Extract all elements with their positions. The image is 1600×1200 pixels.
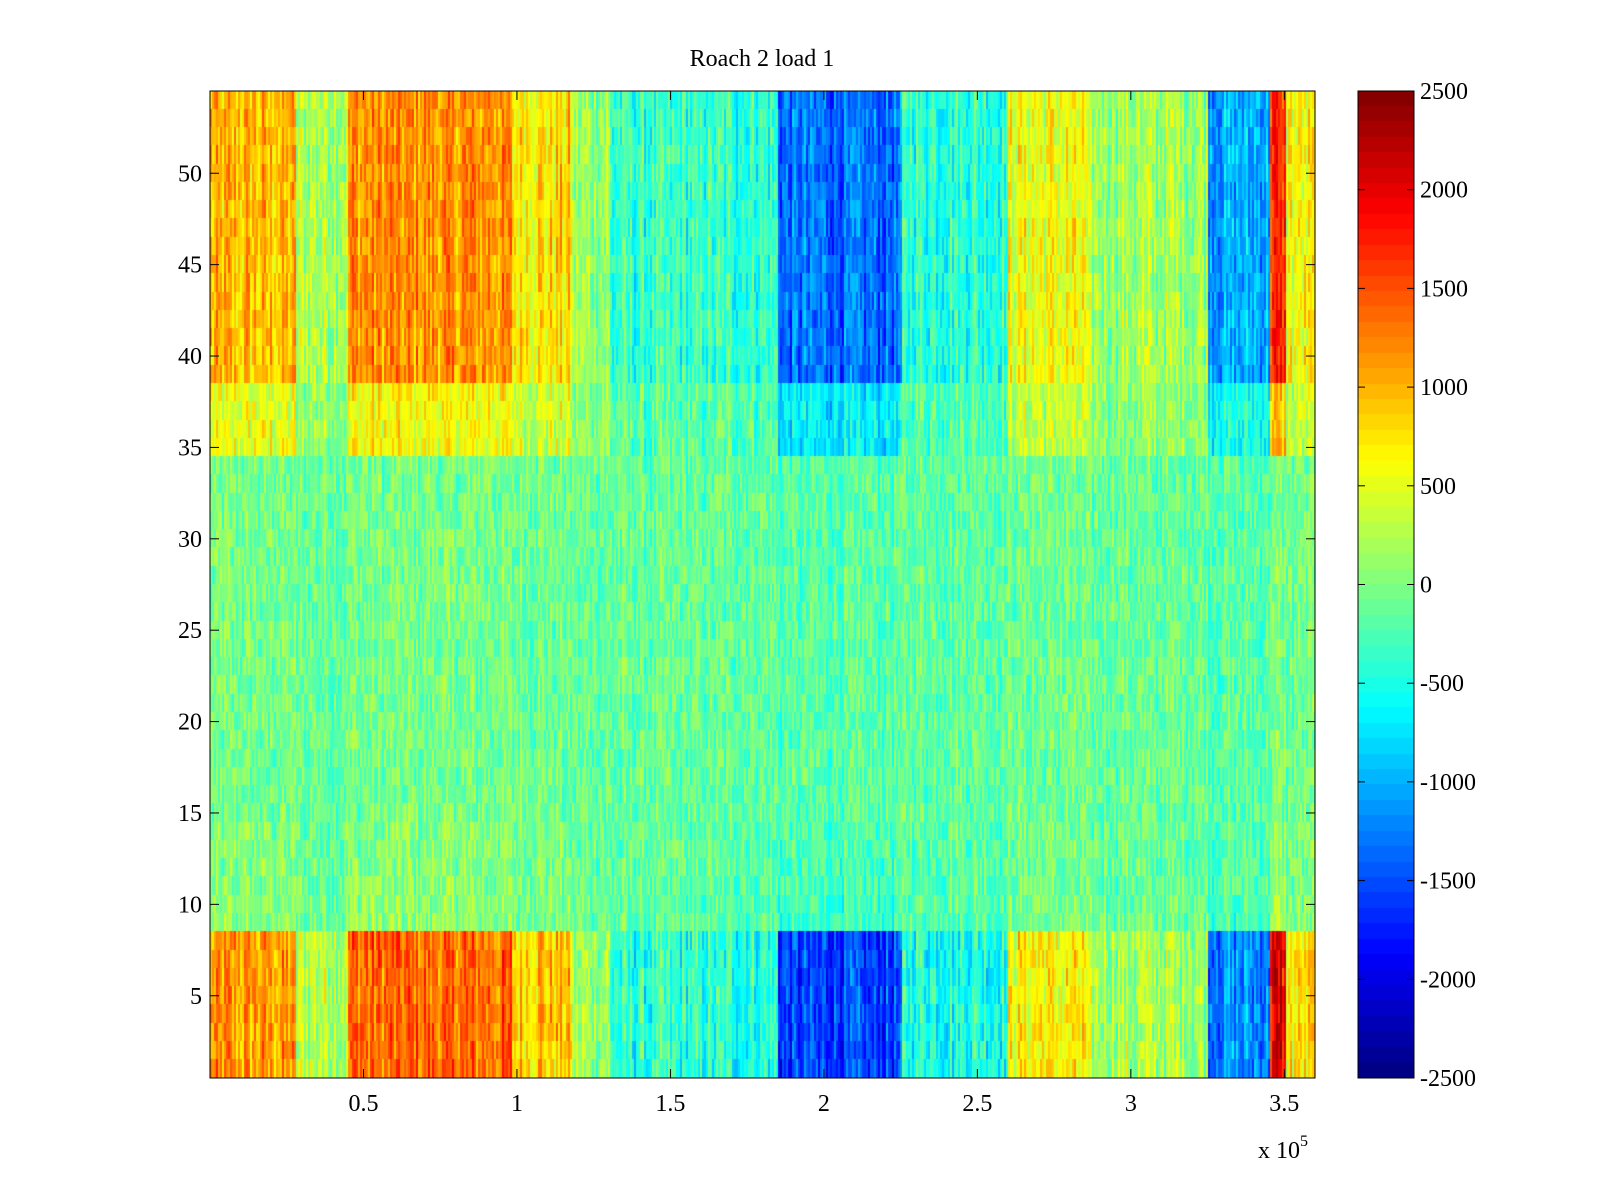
x-multiplier-base: x 10 [1258,1138,1300,1164]
x-tick-label: 2.5 [962,1091,992,1117]
colorbar-tick-label: -2000 [1420,967,1476,993]
y-tick-label: 15 [178,801,202,827]
x-axis-multiplier: x 105 [1258,1133,1308,1164]
x-axis-ticks: 0.5 1 1.5 2 2.5 3 3.5 [348,91,1299,1117]
colorbar-tick-label: 500 [1420,474,1456,500]
colorbar-frame [1357,90,1415,1079]
y-tick-label: 25 [178,618,202,644]
colorbar-tick-label: 2500 [1420,79,1468,105]
y-tick-label: 50 [178,161,202,187]
y-tick-label: 30 [178,527,202,553]
colorbar-ticks: 2500 2000 1500 1000 500 0 -500 -1000 -1500 -2000 -… [1358,79,1476,1092]
colorbar-tick-label: -2500 [1420,1066,1476,1092]
x-tick-label: 3.5 [1269,1091,1299,1117]
colorbar-tick-label: -1000 [1420,770,1476,796]
plot-frame [209,90,1316,1079]
y-tick-label: 45 [178,253,202,279]
y-tick-label: 20 [178,710,202,736]
x-tick-label: 1 [511,1091,523,1117]
x-tick-label: 3 [1125,1091,1137,1117]
colorbar-gradient [1358,91,1414,1078]
y-axis-ticks: 5 10 15 20 25 30 35 40 45 50 [178,161,1315,1010]
x-tick-label: 0.5 [348,1091,378,1117]
x-tick-label: 1.5 [655,1091,685,1117]
y-tick-label: 5 [190,984,202,1010]
y-tick-label: 40 [178,344,202,370]
colorbar-tick-label: 0 [1420,573,1432,599]
colorbar-tick-label: -500 [1420,671,1464,697]
colorbar-tick-label: -1500 [1420,869,1476,895]
heatmap-image [210,91,1315,1078]
x-tick-label: 2 [818,1091,830,1117]
chart-title: Roach 2 load 1 [690,46,835,72]
colorbar-tick-label: 2000 [1420,178,1468,204]
y-tick-label: 35 [178,435,202,461]
y-tick-label: 10 [178,892,202,918]
colorbar-tick-label: 1500 [1420,276,1468,302]
x-multiplier-exponent: 5 [1300,1133,1308,1150]
colorbar-tick-label: 1000 [1420,375,1468,401]
